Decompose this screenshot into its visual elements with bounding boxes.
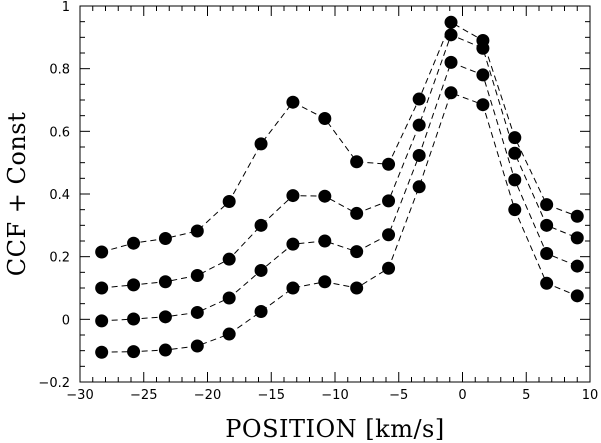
data-point-s1-6 xyxy=(254,137,268,151)
data-point-s2-9 xyxy=(350,206,364,220)
data-point-s3-9 xyxy=(350,245,364,259)
data-point-s4-2 xyxy=(127,345,141,359)
y-tick-label: 0.8 xyxy=(49,63,70,78)
axis-ticks xyxy=(79,5,591,383)
data-point-s1-15 xyxy=(540,198,554,212)
x-tick-label: 0 xyxy=(458,388,466,403)
data-point-s4-12 xyxy=(444,86,458,100)
data-point-s2-11 xyxy=(412,118,426,132)
x-tick-label: −15 xyxy=(258,388,285,403)
data-point-s3-11 xyxy=(412,148,426,162)
data-point-s1-1 xyxy=(95,245,109,259)
data-point-s2-10 xyxy=(382,194,396,208)
data-point-s3-12 xyxy=(444,55,458,69)
data-point-s4-10 xyxy=(382,261,396,275)
data-point-s4-11 xyxy=(412,180,426,194)
data-point-s4-9 xyxy=(350,281,364,295)
data-point-s3-5 xyxy=(222,291,236,305)
data-point-s4-14 xyxy=(508,203,522,217)
x-tick-label: −30 xyxy=(66,388,93,403)
data-point-s4-16 xyxy=(570,289,584,303)
data-point-s4-15 xyxy=(540,276,554,290)
series-lines xyxy=(101,21,578,353)
data-point-s4-4 xyxy=(190,339,204,353)
y-axis-title: CCF + Const xyxy=(3,112,31,276)
data-point-s1-11 xyxy=(412,92,426,106)
data-point-s3-10 xyxy=(382,228,396,242)
data-point-s2-7 xyxy=(286,189,300,203)
x-tick-label: −25 xyxy=(130,388,157,403)
y-tick-label: 0.4 xyxy=(49,188,70,203)
data-point-s4-13 xyxy=(476,98,490,112)
data-point-s3-6 xyxy=(254,263,268,277)
data-point-s4-1 xyxy=(95,345,109,359)
data-point-s2-4 xyxy=(190,268,204,282)
data-point-s2-6 xyxy=(254,218,268,232)
data-point-s2-14 xyxy=(508,146,522,160)
data-point-s3-14 xyxy=(508,173,522,187)
data-point-s1-4 xyxy=(190,224,204,238)
data-point-s2-8 xyxy=(318,189,332,203)
data-point-s3-8 xyxy=(318,234,332,248)
data-point-s3-15 xyxy=(540,247,554,261)
series-line-1 xyxy=(101,21,578,253)
data-point-s3-7 xyxy=(286,237,300,251)
x-tick-label: −10 xyxy=(321,388,348,403)
data-point-s4-3 xyxy=(158,343,172,357)
x-tick-label: −20 xyxy=(194,388,221,403)
y-tick-label: 0 xyxy=(62,313,70,328)
series-points xyxy=(95,15,584,359)
data-point-s3-16 xyxy=(570,259,584,273)
data-point-s1-2 xyxy=(127,236,141,250)
data-point-s1-8 xyxy=(318,111,332,125)
y-tick-label: 0.6 xyxy=(49,125,70,140)
plot-frame xyxy=(79,5,591,383)
data-point-s2-15 xyxy=(540,218,554,232)
data-point-s2-13 xyxy=(476,41,490,55)
data-point-s2-2 xyxy=(127,278,141,292)
data-point-s1-7 xyxy=(286,95,300,109)
x-tick-label: 5 xyxy=(522,388,530,403)
data-point-s4-8 xyxy=(318,275,332,289)
series-line-2 xyxy=(101,34,578,289)
data-point-s1-9 xyxy=(350,155,364,169)
data-point-s2-5 xyxy=(222,252,236,266)
data-point-s1-10 xyxy=(382,157,396,171)
data-point-s1-3 xyxy=(158,231,172,245)
data-point-s4-7 xyxy=(286,281,300,295)
data-point-s1-5 xyxy=(222,195,236,209)
data-point-s2-1 xyxy=(95,281,109,295)
plot-area xyxy=(79,5,591,383)
data-point-s4-5 xyxy=(222,327,236,341)
data-point-s1-16 xyxy=(570,209,584,223)
y-tick-label: 1 xyxy=(62,0,70,15)
x-tick-label: 10 xyxy=(582,388,599,403)
data-point-s2-12 xyxy=(444,28,458,42)
data-point-s3-3 xyxy=(158,310,172,324)
data-point-s1-14 xyxy=(508,131,522,145)
data-point-s2-16 xyxy=(570,231,584,245)
y-tick-label: 0.2 xyxy=(49,251,70,266)
data-point-s3-13 xyxy=(476,68,490,82)
y-tick-label: −0.2 xyxy=(38,376,70,391)
data-point-s3-2 xyxy=(127,312,141,326)
series-line-4 xyxy=(101,92,578,353)
data-point-s4-6 xyxy=(254,305,268,318)
series-line-3 xyxy=(101,61,578,322)
data-point-s1-12 xyxy=(444,15,458,29)
x-tick-label: −5 xyxy=(389,388,408,403)
x-axis-title: POSITION [km/s] xyxy=(225,415,444,443)
data-point-s3-4 xyxy=(190,305,204,319)
data-point-s3-1 xyxy=(95,314,109,328)
data-point-s2-3 xyxy=(158,275,172,289)
axis-tick-labels: −30 −25 −20 −15 −10 −5 0 5 10 −0.2 0 0.2 0.4 0.6 0.8 1 xyxy=(38,0,598,403)
